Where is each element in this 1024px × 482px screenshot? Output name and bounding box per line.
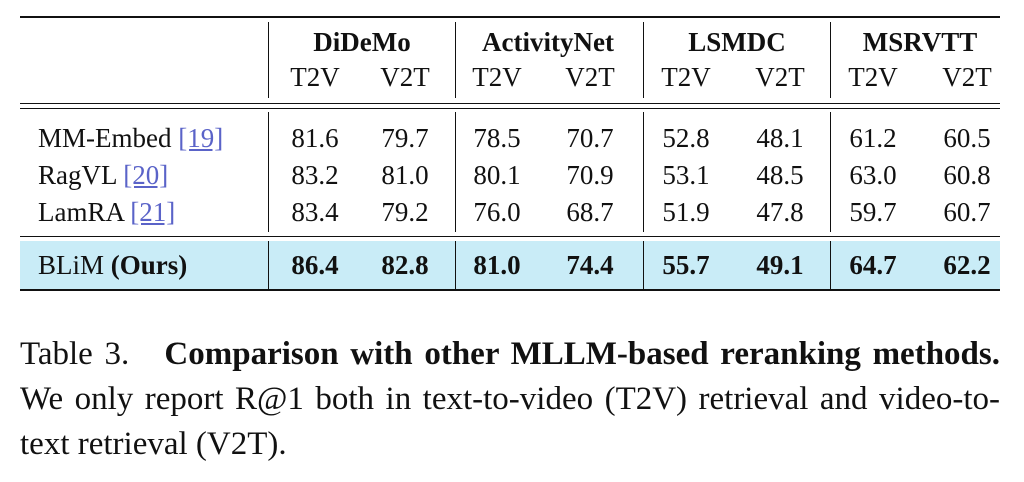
value-cell: 55.7 [662,250,710,280]
value-cell: 79.2 [381,197,429,227]
bottom-rule [20,289,1000,291]
column-header: T2V [290,62,340,92]
citation: [19] [178,123,224,153]
value-cell: 82.8 [381,250,429,280]
column-header: V2T [380,62,430,92]
caption-text: We only report R@1 both in text-to-video… [20,381,1000,462]
column-divider [455,112,456,232]
citation: [21] [130,197,176,227]
body-rule [20,236,1000,237]
value-cell: 59.7 [849,197,897,227]
value-cell: 60.7 [943,197,991,227]
group-header: ActivityNet [482,27,614,57]
column-divider [455,22,456,98]
method-cell: LamRA [21] [38,196,175,228]
header-rule [20,108,1000,109]
column-header: V2T [755,62,805,92]
value-cell: 78.5 [473,123,521,153]
caption-title: Comparison with other MLLM-based reranki… [164,336,1000,372]
column-divider [268,241,269,289]
column-header: T2V [472,62,522,92]
column-header: T2V [661,62,711,92]
value-cell: 48.5 [756,160,804,190]
value-cell: 81.0 [381,160,429,190]
value-cell: 68.7 [566,197,614,227]
caption: Table 3. Comparison with other MLLM-base… [20,332,1000,467]
value-cell: 83.4 [291,197,339,227]
value-cell: 52.8 [662,123,710,153]
value-cell: 61.2 [849,123,897,153]
value-cell: 74.4 [566,250,614,280]
method-name: RagVL [38,160,117,190]
method-name: MM-Embed [38,123,172,153]
method-cell: MM-Embed [19] [38,122,223,154]
value-cell: 70.7 [566,123,614,153]
highlight-band [20,241,1000,289]
citation: [20] [123,160,169,190]
column-divider [643,22,644,98]
caption-label: Table 3. [20,336,130,372]
method-cell: BLiM (Ours) [38,249,187,281]
column-divider [268,22,269,98]
value-cell: 79.7 [381,123,429,153]
method-note: (Ours) [110,250,188,280]
value-cell: 49.1 [756,250,804,280]
value-cell: 80.1 [473,160,521,190]
value-cell: 60.8 [943,160,991,190]
value-cell: 62.2 [943,250,991,280]
group-header: LSMDC [688,27,786,57]
header-rule [20,103,1000,104]
value-cell: 53.1 [662,160,710,190]
value-cell: 64.7 [849,250,897,280]
column-divider [455,241,456,289]
column-divider [643,241,644,289]
value-cell: 47.8 [756,197,804,227]
value-cell: 60.5 [943,123,991,153]
value-cell: 51.9 [662,197,710,227]
column-header: V2T [565,62,615,92]
column-header: V2T [942,62,992,92]
column-divider [268,112,269,232]
method-name: LamRA [38,197,124,227]
value-cell: 81.6 [291,123,339,153]
value-cell: 86.4 [291,250,339,280]
method-name: BLiM [38,250,105,280]
value-cell: 76.0 [473,197,521,227]
column-divider [643,112,644,232]
method-cell: RagVL [20] [38,159,168,191]
column-header: T2V [848,62,898,92]
top-rule [20,16,1000,18]
value-cell: 48.1 [756,123,804,153]
value-cell: 63.0 [849,160,897,190]
column-divider [830,241,831,289]
value-cell: 70.9 [566,160,614,190]
value-cell: 83.2 [291,160,339,190]
column-divider [830,22,831,98]
group-header: MSRVTT [862,27,978,57]
value-cell: 81.0 [473,250,521,280]
column-divider [830,112,831,232]
group-header: DiDeMo [313,27,411,57]
